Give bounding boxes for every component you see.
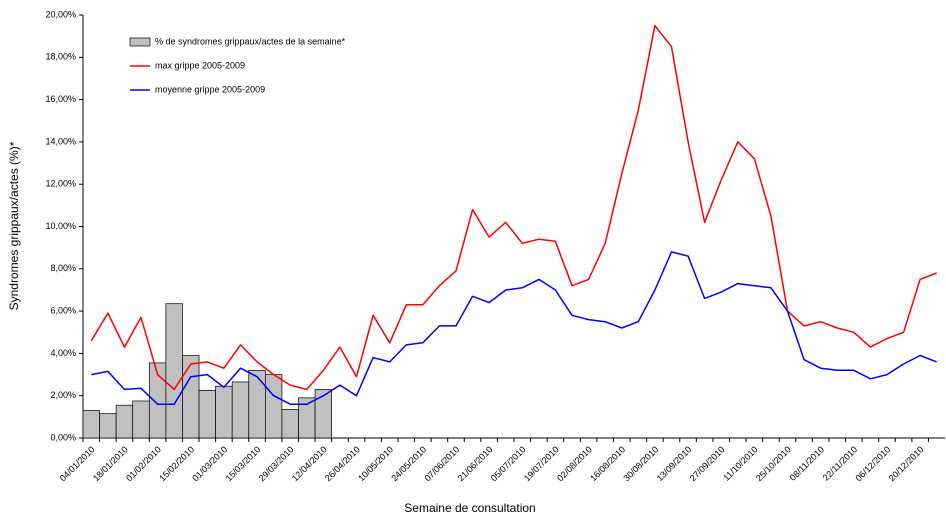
bar xyxy=(198,390,216,439)
x-tick-label: 08/11/2010 xyxy=(788,444,826,482)
bar xyxy=(82,410,100,439)
x-axis-title: Semaine de consultation xyxy=(404,501,535,515)
bar xyxy=(281,409,299,439)
line xyxy=(90,24,937,391)
y-tick-label: 6,00% xyxy=(50,305,76,315)
y-tick-label: 2,00% xyxy=(50,390,76,400)
bar xyxy=(231,381,250,439)
y-tick-label: 18,00% xyxy=(45,52,76,62)
bar xyxy=(165,303,183,439)
legend-label: moyenne grippe 2005-2009 xyxy=(155,84,265,94)
legend-swatch xyxy=(129,37,151,47)
x-tick-label: 20/12/2010 xyxy=(887,444,926,483)
bar xyxy=(248,369,266,439)
y-tick-label: 12,00% xyxy=(45,179,76,189)
y-tick-label: 20,00% xyxy=(45,9,76,19)
line xyxy=(91,251,937,405)
bar xyxy=(115,404,134,439)
bar xyxy=(182,355,200,439)
bar xyxy=(99,413,117,439)
bar xyxy=(215,385,233,439)
x-tick-label: 27/09/2010 xyxy=(688,444,727,483)
bar xyxy=(132,400,150,439)
y-tick-label: 14,00% xyxy=(45,136,76,146)
y-tick-label: 16,00% xyxy=(45,94,76,104)
bar xyxy=(314,389,333,439)
x-tick-label: 25/10/2010 xyxy=(754,444,793,483)
bar xyxy=(264,374,283,439)
y-axis-title: Syndromes grippaux/actes (%)* xyxy=(7,141,21,310)
y-tick-label: 0,00% xyxy=(50,432,76,442)
legend-label: max grippe 2005-2009 xyxy=(155,60,245,70)
y-tick-label: 8,00% xyxy=(50,263,76,273)
y-tick-label: 10,00% xyxy=(45,221,76,231)
legend-label: % de syndromes grippaux/actes de la sema… xyxy=(155,36,346,46)
y-tick-label: 4,00% xyxy=(50,348,76,358)
